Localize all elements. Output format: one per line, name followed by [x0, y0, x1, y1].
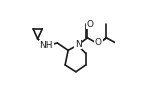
Text: O: O [95, 38, 102, 47]
Text: O: O [86, 20, 93, 29]
Text: N: N [75, 40, 82, 49]
Text: NH: NH [39, 41, 53, 50]
